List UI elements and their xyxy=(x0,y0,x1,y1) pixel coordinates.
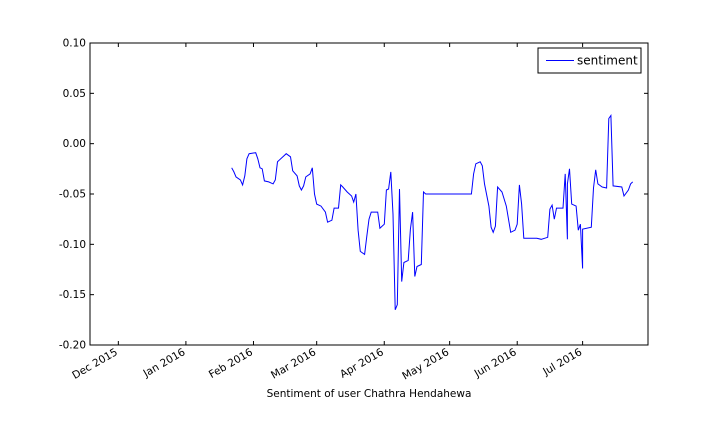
y-tick-label: -0.05 xyxy=(59,189,86,201)
series-line-sentiment xyxy=(231,113,634,310)
y-tick-label: -0.10 xyxy=(59,239,86,251)
y-tick-label: -0.20 xyxy=(59,340,86,352)
legend: sentiment xyxy=(537,47,642,74)
y-tick-label: 0.05 xyxy=(63,88,86,100)
y-tick-label: 0.00 xyxy=(63,138,86,150)
y-tick-label: 0.10 xyxy=(63,38,86,50)
x-axis-label: Sentiment of user Chathra Hendahewa xyxy=(267,388,472,400)
y-axis: 0.10 0.05 0.00 -0.05 -0.10 -0.15 -0.20 xyxy=(59,38,648,352)
legend-label-sentiment: sentiment xyxy=(577,54,638,68)
data-layer xyxy=(231,113,634,310)
y-tick-label: -0.15 xyxy=(59,289,86,301)
